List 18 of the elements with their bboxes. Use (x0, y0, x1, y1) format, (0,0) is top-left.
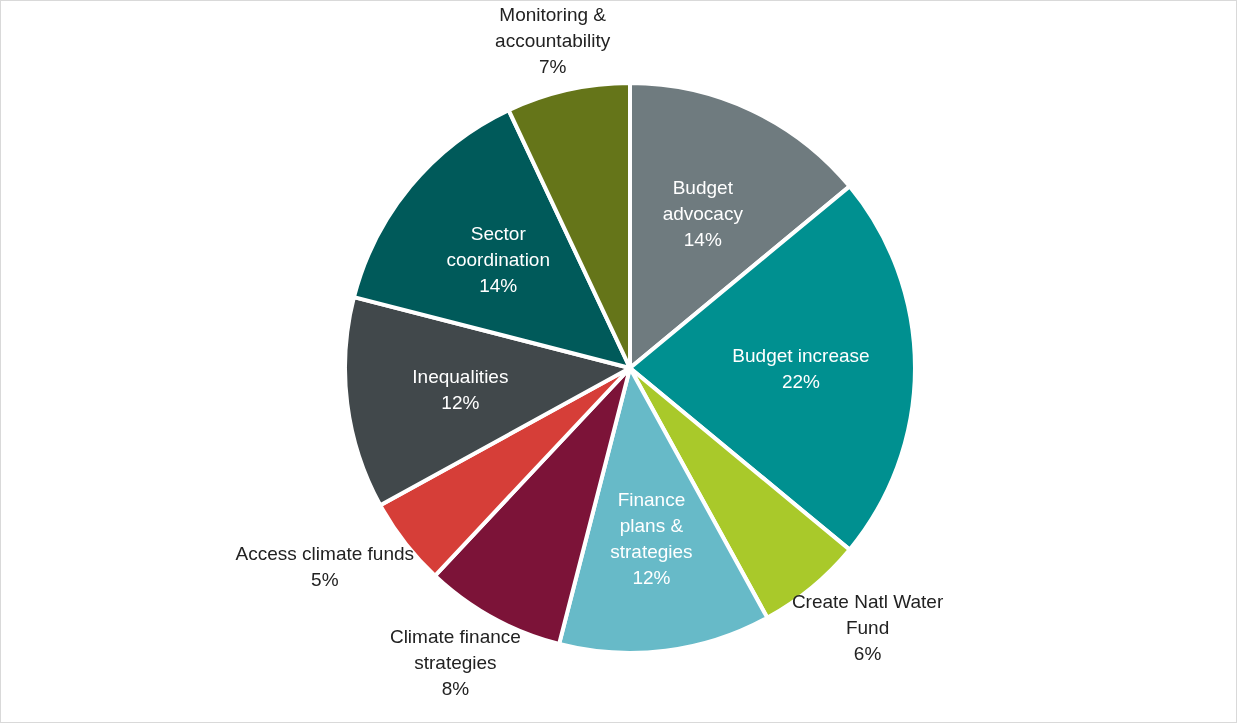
data-label: 8% (441, 678, 470, 700)
slice-label: Inequalities (412, 366, 509, 388)
slice-label: Create Natl Water Fund (791, 590, 944, 638)
slice-label: Access climate funds (235, 542, 415, 564)
slice-label: Budget advocacy (662, 177, 744, 225)
slice-label: Monitoring & accountability (495, 4, 611, 52)
data-label: 6% (853, 642, 882, 664)
data-label: 12% (632, 566, 671, 588)
data-label: 14% (479, 275, 518, 296)
slice-label: Budget increase (732, 345, 870, 366)
slice-label: Finance plans & strategies (610, 488, 693, 562)
data-label: 5% (311, 568, 339, 590)
slice-label: Climate finance strategies (389, 626, 521, 674)
slice-label: Sector coordination (446, 223, 551, 270)
data-label: 22% (781, 371, 821, 392)
data-label: 12% (441, 392, 480, 414)
data-label: 14% (683, 229, 722, 251)
data-label: 7% (538, 56, 567, 78)
